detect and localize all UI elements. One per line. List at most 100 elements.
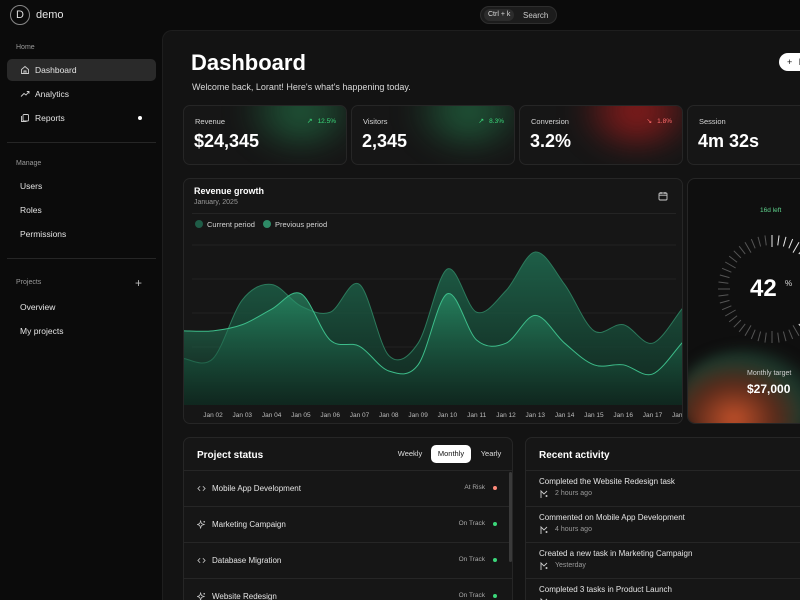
x-tick-label: Jan 05 <box>291 412 311 419</box>
status-dot <box>493 522 497 526</box>
gauge-tick <box>757 331 762 342</box>
sidebar-section-projects: Projects <box>16 279 42 286</box>
gauge-tick <box>782 236 787 247</box>
sidebar-item-overview[interactable]: Overview <box>7 296 156 318</box>
stat-card-session[interactable]: Session 4m 32s <box>687 105 800 165</box>
activity-time: 2 hours ago <box>555 490 592 497</box>
sidebar-divider <box>7 258 156 259</box>
project-status-text: On Track <box>458 592 485 599</box>
x-tick-label: Jan 08 <box>379 412 399 419</box>
project-status-card: Project status Weekly Monthly Yearly Mob… <box>183 437 513 600</box>
gauge-percent: 42 <box>750 275 777 302</box>
stat-change: ↗ 12.5% <box>307 117 336 125</box>
command-search-button[interactable]: Ctrl + k Search <box>480 6 557 24</box>
gauge-tick <box>733 250 742 259</box>
period-yearly[interactable]: Yearly <box>480 449 502 458</box>
sidebar-item-dashboard[interactable]: Dashboard <box>7 59 156 81</box>
sidebar-item-permissions[interactable]: Permissions <box>7 223 156 245</box>
welcome-message: Welcome back, Lorant! Here's what's happ… <box>192 82 411 92</box>
x-tick-label: Jan 18 <box>672 412 683 419</box>
sidebar-item-roles[interactable]: Roles <box>7 199 156 221</box>
x-tick-label: Jan 15 <box>584 412 604 419</box>
period-monthly[interactable]: Monthly <box>431 445 471 463</box>
legend-swatch <box>263 220 271 228</box>
project-row[interactable]: Database Migration On Track <box>184 542 512 578</box>
series-area-previous <box>184 292 682 405</box>
days-left-label: 16d left <box>760 207 782 214</box>
gauge-tick <box>792 325 800 337</box>
activity-time: 4 hours ago <box>555 526 592 533</box>
sidebar-item-label: Dashboard <box>35 65 77 75</box>
gauge-tick <box>777 332 780 343</box>
sidebar-item-label: My projects <box>20 326 64 336</box>
status-dot <box>493 486 497 490</box>
workspace-name[interactable]: demo <box>36 9 64 21</box>
project-status-text: On Track <box>458 520 485 527</box>
sidebar-item-my-projects[interactable]: My projects <box>7 320 156 342</box>
stat-card-revenue[interactable]: Revenue $24,345 ↗ 12.5% <box>183 105 347 165</box>
gauge-tick <box>719 299 730 304</box>
progress-gauge <box>718 235 800 343</box>
gauge-tick <box>724 261 736 269</box>
scrollbar[interactable] <box>509 472 512 562</box>
legend-label: Current period <box>207 220 255 229</box>
x-tick-label: Jan 12 <box>496 412 516 419</box>
stat-change-value: 1.8% <box>657 118 672 125</box>
stat-glow <box>246 106 346 146</box>
workspace-logo[interactable]: D <box>10 5 30 25</box>
project-row[interactable]: Marketing Campaign On Track <box>184 506 512 542</box>
x-tick-label: Jan 03 <box>233 412 253 419</box>
activity-text: Commented on Mobile App Development <box>539 513 685 522</box>
add-project-icon[interactable]: + <box>135 276 143 290</box>
gauge-tick <box>738 323 746 333</box>
sidebar-item-label: Permissions <box>20 229 67 239</box>
home-icon <box>21 65 29 74</box>
sidebar-item-analytics[interactable]: Analytics <box>7 83 156 105</box>
stat-name: Conversion <box>531 117 569 126</box>
activity-item[interactable]: Completed 3 tasks in Product Launch <box>526 578 800 600</box>
project-status-text: On Track <box>458 556 485 563</box>
sidebar-item-users[interactable]: Users <box>7 175 156 197</box>
new-button[interactable]: + N <box>779 53 800 71</box>
gauge-tick <box>719 274 730 279</box>
stat-card-visitors[interactable]: Visitors 2,345 ↗ 8.3% <box>351 105 515 165</box>
sidebar-divider <box>7 142 156 143</box>
plus-icon: + <box>787 57 793 67</box>
project-row[interactable]: Mobile App Development At Risk <box>184 470 512 506</box>
stat-card-conversion[interactable]: Conversion 3.2% ↘ 1.8% <box>519 105 683 165</box>
project-name: Mobile App Development <box>212 484 301 493</box>
sidebar-item-reports[interactable]: Reports <box>7 107 156 129</box>
sidebar-item-label: Roles <box>20 205 42 215</box>
gauge-tick <box>744 241 752 253</box>
code-icon <box>197 485 206 492</box>
page-title: Dashboard <box>191 50 306 75</box>
stat-value: $24,345 <box>194 131 260 151</box>
chart-subtitle: January, 2025 <box>194 199 238 206</box>
x-tick-label: Jan 06 <box>320 412 340 419</box>
stat-glow <box>414 106 514 146</box>
monthly-target-card: 16d left 42 % Monthly target $27,000 <box>687 178 800 424</box>
stat-value: 3.2% <box>530 131 572 151</box>
period-weekly[interactable]: Weekly <box>397 449 423 458</box>
project-name: Website Redesign <box>212 592 277 600</box>
gauge-tick <box>733 319 742 328</box>
project-status-text: At Risk <box>464 484 485 491</box>
stat-name: Session <box>699 117 726 126</box>
gauge-tick <box>764 235 767 246</box>
calendar-icon[interactable] <box>658 191 668 201</box>
activity-item[interactable]: Commented on Mobile App Development 4 ho… <box>526 506 800 542</box>
x-tick-label: Jan 09 <box>408 412 428 419</box>
search-label: Search <box>523 11 549 20</box>
project-row[interactable]: Website Redesign On Track <box>184 578 512 600</box>
gauge-tick <box>721 267 732 273</box>
series-area-current-line <box>184 251 682 364</box>
x-tick-label: Jan 17 <box>643 412 663 419</box>
x-tick-label: Jan 07 <box>350 412 370 419</box>
x-tick-label: Jan 02 <box>203 412 223 419</box>
legend-label: Previous period <box>275 220 328 229</box>
sparkle-icon <box>197 592 206 600</box>
x-tick-label: Jan 11 <box>467 412 486 419</box>
activity-item[interactable]: Completed the Website Redesign task 2 ho… <box>526 470 800 506</box>
activity-text: Created a new task in Marketing Campaign <box>539 549 693 558</box>
activity-item[interactable]: Created a new task in Marketing Campaign… <box>526 542 800 578</box>
